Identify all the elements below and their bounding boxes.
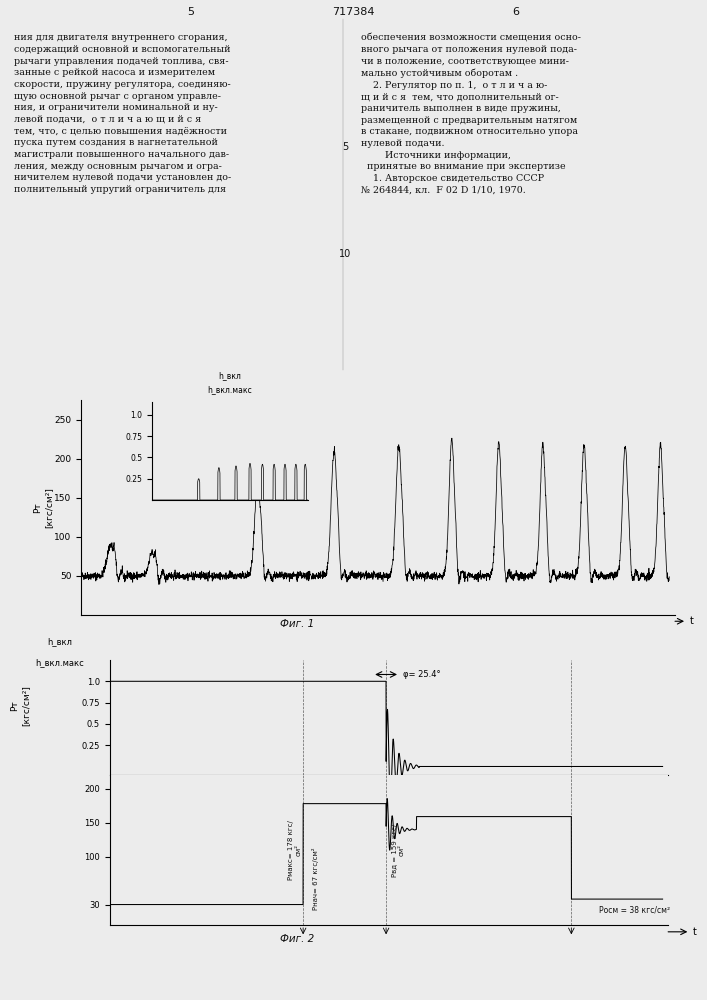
Text: h_вкл: h_вкл [47, 637, 72, 646]
Text: h_вкл: h_вкл [218, 371, 241, 380]
Text: h_вкл.макс: h_вкл.макс [35, 658, 83, 667]
Text: Рмакс= 178 кгс/
см²: Рмакс= 178 кгс/ см² [288, 820, 301, 880]
Y-axis label: Рт
[кгс/см²]: Рт [кгс/см²] [33, 487, 53, 528]
Text: Рнач= 67 кгс/см²: Рнач= 67 кгс/см² [312, 847, 319, 910]
Text: h_вкл.макс: h_вкл.макс [207, 385, 252, 394]
Text: φ= 25.4°: φ= 25.4° [403, 670, 440, 679]
Text: ния для двигателя внутреннего сгорания,
содержащий основной и вспомогательный
ры: ния для двигателя внутреннего сгорания, … [14, 33, 231, 194]
Text: 10: 10 [339, 249, 351, 259]
Text: Росм = 38 кгс/см²: Росм = 38 кгс/см² [599, 906, 670, 915]
Text: t: t [693, 927, 697, 937]
Text: 5: 5 [342, 142, 348, 152]
Text: Фиг. 1: Фиг. 1 [280, 619, 314, 629]
Text: 5: 5 [187, 7, 194, 17]
Text: Рт
[кгс/см²]: Рт [кгс/см²] [11, 686, 30, 726]
Text: обеспечения возможности смещения осно-
вного рычага от положения нулевой пода-
ч: обеспечения возможности смещения осно- в… [361, 33, 580, 195]
Text: Фиг. 2: Фиг. 2 [280, 934, 314, 944]
Text: t: t [690, 616, 694, 626]
Text: 717384: 717384 [332, 7, 375, 17]
Text: 6: 6 [513, 7, 520, 17]
Text: Рвд = 159 кгс/
см²: Рвд = 159 кгс/ см² [392, 823, 404, 877]
